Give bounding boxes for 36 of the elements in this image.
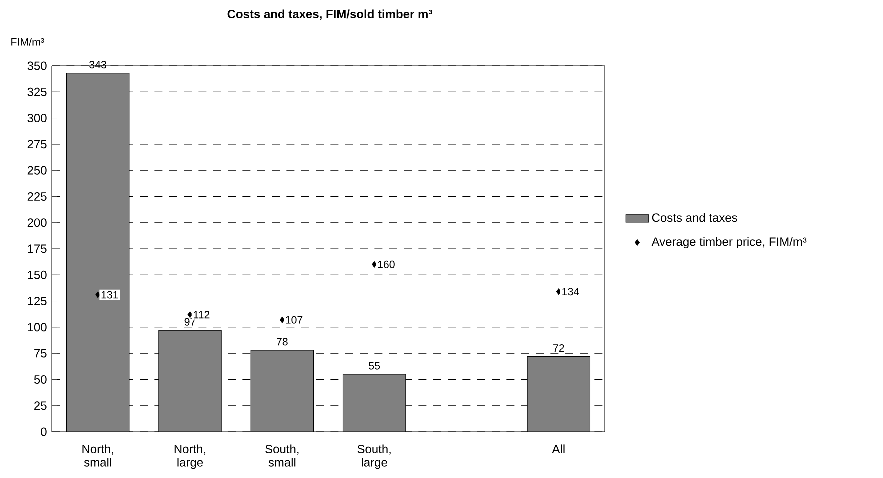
y-tick-label: 150 xyxy=(28,270,47,280)
y-tick-label: 350 xyxy=(28,62,47,70)
data-label: 131 xyxy=(102,291,118,299)
x-tick-label: All xyxy=(552,444,565,454)
legend-label: Average timber price, FIM/m³ xyxy=(652,237,807,249)
x-tick-label: North, large xyxy=(174,444,206,470)
y-tick-label: 225 xyxy=(28,192,47,201)
y-tick-label: 325 xyxy=(28,88,47,96)
y-tick-label: 75 xyxy=(34,349,47,358)
data-label: 112 xyxy=(194,311,210,319)
y-tick-label: 0 xyxy=(41,428,47,436)
y-tick-label: 175 xyxy=(28,244,47,254)
data-label: 343 xyxy=(90,61,107,69)
y-tick-label: 100 xyxy=(28,323,47,332)
data-label: 134 xyxy=(562,288,580,296)
data-label: 78 xyxy=(277,338,288,346)
data-label: 107 xyxy=(286,316,303,324)
y-tick-label: 25 xyxy=(34,402,47,410)
x-tick-label: North, small xyxy=(82,444,114,467)
y-axis-title: FIM/m³ xyxy=(12,38,44,46)
x-tick-label: South, small xyxy=(266,444,299,467)
data-label: 160 xyxy=(378,260,395,268)
x-tick-label: South, large xyxy=(358,444,391,470)
y-tick-label: 125 xyxy=(28,297,47,306)
y-tick-label: 300 xyxy=(28,114,47,123)
chart-title: Costs and taxes, FIM/sold timber m³ xyxy=(228,10,432,20)
point xyxy=(280,316,285,324)
data-label: 55 xyxy=(369,362,380,370)
point xyxy=(556,288,562,296)
y-tick-label: 200 xyxy=(28,218,47,228)
y-tick-label: 50 xyxy=(34,375,47,384)
y-tick-label: 250 xyxy=(28,166,47,175)
y-tick-label: 275 xyxy=(28,140,47,149)
data-label: 72 xyxy=(554,344,564,352)
legend-label: Costs and taxes xyxy=(652,213,738,222)
point xyxy=(188,312,193,318)
